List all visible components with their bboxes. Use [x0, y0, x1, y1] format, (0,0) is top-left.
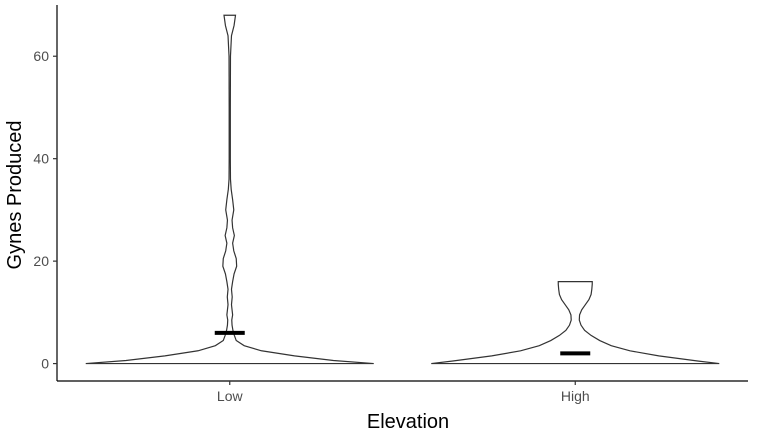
- y-axis-title: Gynes Produced: [4, 121, 26, 270]
- median-layer: [214, 330, 591, 356]
- y-tick-label: 40: [33, 151, 49, 167]
- y-tick-label: 20: [33, 253, 49, 269]
- x-axis-ticks: Low High: [217, 381, 590, 404]
- violin-high: [431, 281, 720, 365]
- violin-low: [85, 14, 374, 365]
- y-tick-label: 60: [33, 48, 49, 64]
- violin-layer: [85, 14, 720, 365]
- x-tick-label-high: High: [561, 388, 590, 404]
- y-tick-label: 0: [41, 356, 49, 372]
- x-axis-title: Elevation: [367, 411, 449, 433]
- y-axis-ticks: 0 20 40 60: [33, 48, 57, 372]
- x-tick-label-low: Low: [217, 388, 244, 404]
